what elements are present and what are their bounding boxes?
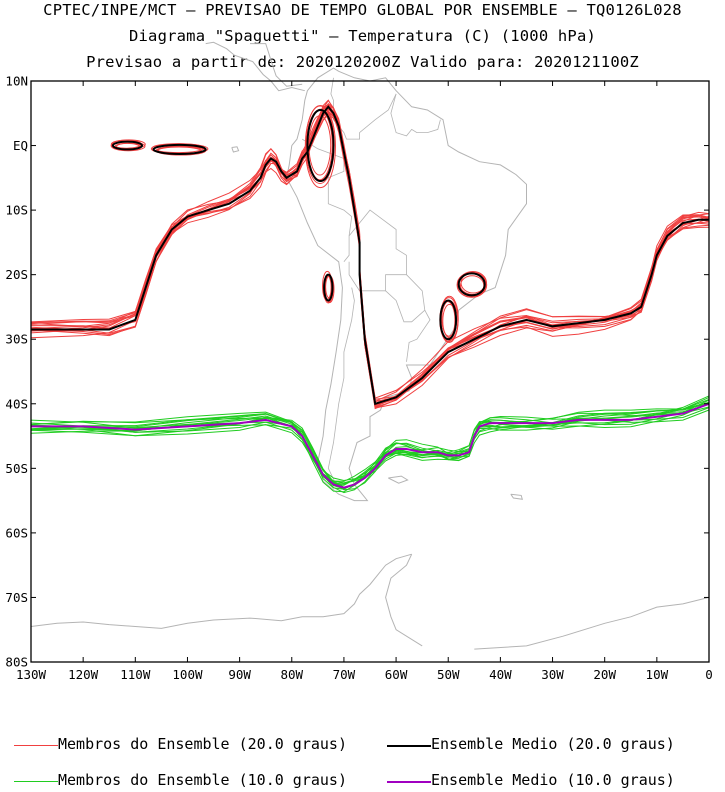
coastline — [385, 553, 423, 647]
member-line-20 — [30, 111, 710, 407]
mean-contour-20 — [323, 273, 334, 302]
x-tick-label: 20W — [593, 667, 616, 682]
mean-line-10 — [31, 402, 710, 489]
country-border — [330, 77, 397, 140]
y-tick-label: 40S — [5, 396, 28, 411]
coastline — [205, 41, 305, 92]
x-tick-label: 50W — [437, 667, 460, 682]
mean-contour-20 — [111, 140, 144, 151]
member-contour-20 — [308, 115, 332, 176]
legend-swatch-mean-10 — [387, 781, 431, 783]
coastline — [510, 493, 523, 500]
legend-swatch-members-20 — [14, 745, 58, 746]
legend-label-members-20: Membros do Ensemble (20.0 graus) — [58, 735, 347, 753]
title-line-1: CPTEC/INPE/MCT — PREVISAO DE TEMPO GLOBA… — [43, 1, 682, 19]
legend-swatch-members-10 — [14, 781, 58, 782]
member-line-20 — [30, 110, 710, 403]
title-line-2: Diagrama "Spaguetti" — Temperatura (C) (… — [128, 27, 597, 45]
y-tick-label: 80S — [5, 655, 28, 670]
legend-label-mean-20: Ensemble Medio (20.0 graus) — [431, 735, 675, 753]
x-tick-label: 90W — [228, 667, 251, 682]
y-tick-label: 60S — [5, 525, 28, 540]
x-tick-label: 130W — [16, 667, 47, 682]
member-line-20 — [30, 99, 710, 402]
coastline — [250, 43, 303, 87]
member-line-10 — [30, 396, 710, 491]
coastline — [231, 146, 240, 153]
coastline-layer — [30, 41, 710, 650]
y-tick-label: EQ — [13, 138, 28, 153]
y-tick-label: 30S — [5, 332, 28, 347]
coastline — [286, 67, 527, 502]
y-axis-ticks: 10N EQ 10S 20S 30S 40S 50S 60S 70S 80S — [5, 74, 709, 670]
coastline — [388, 475, 409, 484]
mean-lines-layer — [31, 105, 710, 489]
country-border — [385, 274, 426, 323]
y-tick-label: 20S — [5, 267, 28, 282]
y-tick-label: 70S — [5, 590, 28, 605]
x-tick-label: 70W — [333, 667, 356, 682]
coastline — [474, 596, 710, 650]
mean-contour-20 — [152, 143, 207, 155]
x-tick-label: 120W — [68, 667, 99, 682]
country-border — [390, 93, 441, 137]
legend-swatch-mean-20 — [387, 745, 431, 747]
country-border — [406, 310, 431, 362]
legend-label-mean-10: Ensemble Medio (10.0 graus) — [431, 771, 675, 789]
y-tick-label: 10N — [5, 74, 28, 89]
mean-contour-20 — [457, 272, 486, 297]
legend-label-members-10: Membros do Ensemble (10.0 graus) — [58, 771, 347, 789]
mean-line-20 — [31, 105, 709, 406]
member-line-20 — [30, 107, 710, 406]
members-10-layer — [30, 395, 710, 494]
member-line-20 — [30, 108, 710, 408]
x-axis-ticks: 130W 120W 110W 100W 90W 80W 70W 60W 50W 40W 30W 20W… — [16, 81, 713, 682]
x-tick-label: 80W — [280, 667, 303, 682]
members-20-layer — [30, 99, 710, 410]
x-tick-label: 40W — [489, 667, 512, 682]
x-tick-label: 0 — [705, 667, 713, 682]
x-tick-label: 30W — [541, 667, 564, 682]
x-tick-label: 110W — [120, 667, 151, 682]
x-tick-label: 100W — [172, 667, 203, 682]
mean-contour-20 — [439, 299, 458, 341]
plot-frame — [30, 80, 710, 663]
y-tick-label: 10S — [5, 203, 28, 218]
x-tick-label: 60W — [385, 667, 408, 682]
country-border — [327, 287, 355, 485]
mean-contour-20 — [306, 109, 335, 183]
title-line-3: Previsao a partir de: 2020120200Z Valido… — [86, 53, 639, 71]
y-tick-label: 50S — [5, 461, 28, 476]
coastline — [30, 553, 412, 629]
x-tick-label: 10W — [646, 667, 669, 682]
member-line-20 — [30, 99, 710, 400]
